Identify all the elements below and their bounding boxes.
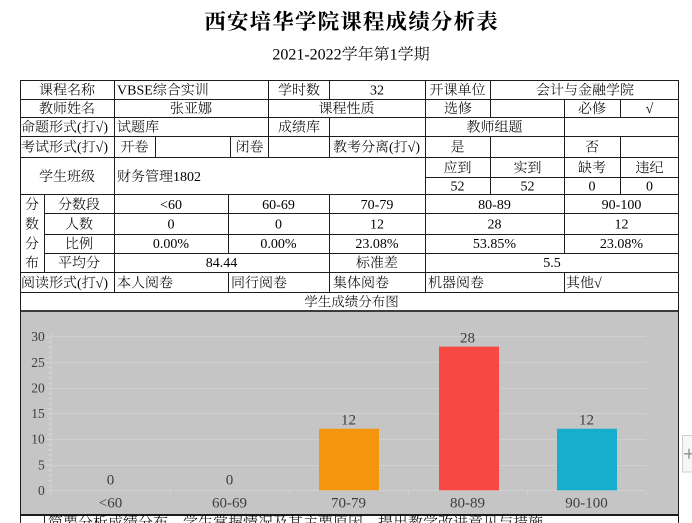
svg-text:15: 15 [31, 406, 45, 421]
svg-text:√): √) [96, 141, 109, 156]
svg-text:0: 0 [646, 180, 653, 195]
svg-text:60-69: 60-69 [212, 496, 247, 512]
svg-text:(: ( [77, 121, 82, 136]
svg-text:12: 12 [615, 217, 629, 232]
svg-text:30: 30 [31, 329, 45, 344]
svg-text:90-100: 90-100 [565, 496, 608, 512]
svg-text:0: 0 [226, 473, 234, 489]
svg-text:90-100: 90-100 [602, 198, 642, 213]
svg-text:VBSE: VBSE [117, 84, 153, 99]
svg-text:60-69: 60-69 [262, 198, 295, 213]
svg-text:0.00%: 0.00% [153, 237, 190, 252]
svg-text:1: 1 [390, 47, 398, 64]
svg-text:√): √) [96, 276, 109, 291]
svg-text:5.5: 5.5 [543, 256, 561, 271]
svg-text:0: 0 [38, 483, 45, 498]
svg-text:5: 5 [38, 457, 45, 472]
svg-text:√): √) [408, 141, 421, 156]
svg-text:12: 12 [579, 413, 594, 429]
svg-text:52: 52 [521, 180, 535, 195]
svg-text:20: 20 [31, 380, 45, 395]
svg-text:(: ( [77, 141, 82, 156]
svg-text:25: 25 [31, 355, 45, 370]
svg-text:<60: <60 [99, 496, 122, 512]
svg-text:<60: <60 [160, 198, 182, 213]
svg-text:0: 0 [275, 217, 282, 232]
svg-text:70-79: 70-79 [331, 496, 366, 512]
svg-text:√: √ [646, 102, 654, 117]
svg-text:0: 0 [168, 217, 175, 232]
svg-text:√): √) [96, 121, 109, 136]
svg-text:12: 12 [341, 413, 356, 429]
svg-text:0.00%: 0.00% [260, 237, 297, 252]
svg-text:84.44: 84.44 [206, 256, 238, 271]
svg-text:70-79: 70-79 [361, 198, 394, 213]
svg-text:10: 10 [31, 432, 45, 447]
svg-text:23.08%: 23.08% [600, 237, 644, 252]
svg-text:32: 32 [370, 83, 384, 98]
svg-text:52: 52 [451, 180, 465, 195]
svg-text:1802: 1802 [173, 170, 201, 185]
svg-text:12: 12 [370, 217, 384, 232]
svg-text:0: 0 [107, 473, 115, 489]
svg-text:√: √ [594, 276, 602, 291]
svg-text:0: 0 [589, 180, 596, 195]
svg-text:28: 28 [460, 330, 475, 346]
svg-text:80-89: 80-89 [450, 496, 485, 512]
svg-text:2021-2022: 2021-2022 [272, 47, 341, 64]
svg-text:(: ( [389, 141, 394, 156]
svg-text:53.85%: 53.85% [473, 237, 517, 252]
svg-text:(: ( [77, 276, 82, 291]
svg-text:23.08%: 23.08% [355, 237, 399, 252]
svg-text:80-89: 80-89 [478, 198, 511, 213]
svg-text:28: 28 [488, 217, 502, 232]
